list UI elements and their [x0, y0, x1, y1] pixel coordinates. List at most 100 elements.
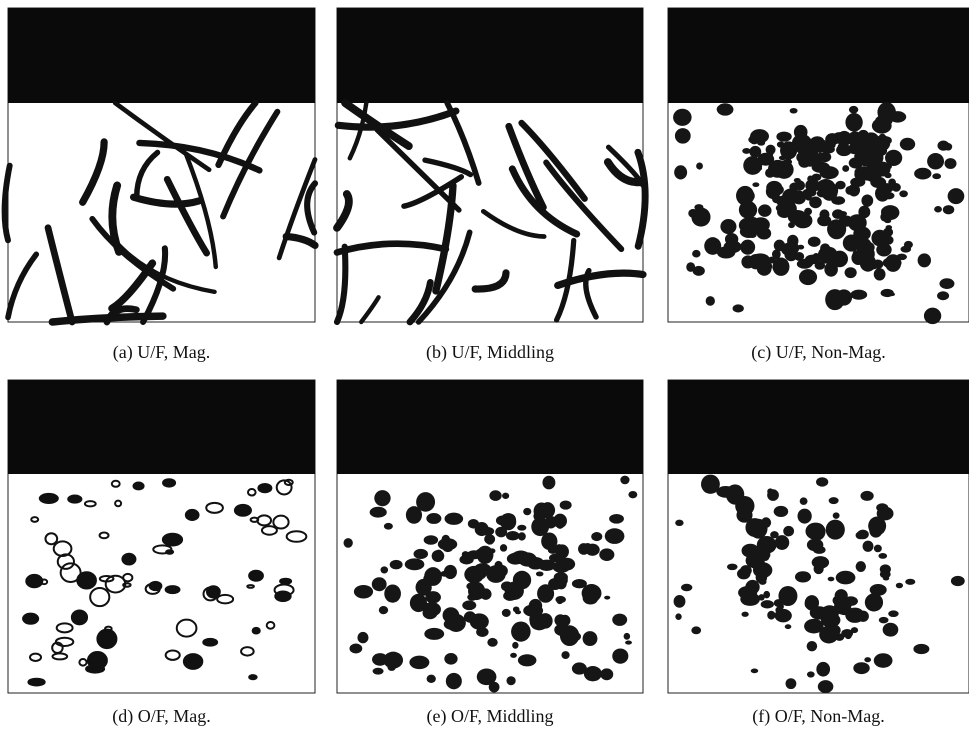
particle [423, 607, 438, 619]
particle [620, 476, 629, 485]
particle [792, 134, 812, 152]
particle [874, 653, 893, 668]
particle [578, 543, 589, 555]
particle [817, 179, 836, 194]
particle [495, 527, 507, 538]
particle [584, 666, 602, 681]
particle [913, 644, 929, 654]
particle [799, 269, 817, 285]
particle [866, 596, 881, 612]
particle [673, 109, 692, 126]
particle [786, 678, 797, 689]
particle [542, 476, 555, 490]
particle [424, 567, 442, 586]
particle [905, 579, 915, 585]
particle [833, 512, 840, 519]
particle [883, 623, 899, 637]
particle [553, 514, 567, 528]
particle [203, 639, 217, 646]
particle [856, 561, 866, 572]
particle [512, 642, 518, 649]
particle [816, 477, 828, 486]
particle [807, 176, 813, 183]
particle [475, 522, 489, 536]
particle [166, 586, 180, 593]
particle [800, 497, 808, 505]
particle [782, 189, 800, 205]
particle [900, 138, 915, 151]
particle [819, 152, 831, 162]
particle [503, 591, 517, 601]
particle [787, 235, 798, 247]
panel-header-band [668, 380, 969, 474]
particle [795, 571, 811, 582]
particle [150, 582, 162, 590]
image-panel: (a) U/F, Mag. [5, 8, 315, 363]
particle [462, 600, 476, 610]
particle [414, 549, 429, 559]
particle [253, 628, 260, 634]
particle [777, 141, 785, 147]
particle [845, 113, 862, 132]
particle [829, 497, 839, 504]
particle [796, 128, 804, 134]
particle [249, 571, 263, 581]
particle [561, 651, 569, 659]
particle [518, 654, 537, 666]
particle [818, 680, 834, 693]
particle [783, 526, 794, 537]
particle [864, 195, 870, 201]
particle [738, 586, 757, 599]
particle [844, 596, 858, 606]
particle [530, 613, 549, 630]
particle [880, 570, 891, 578]
particle [819, 209, 829, 220]
particle [871, 230, 888, 247]
particle [344, 538, 353, 548]
particle [937, 291, 949, 300]
particle [755, 166, 762, 171]
particle [88, 652, 107, 669]
particle [948, 188, 965, 204]
page: (a) U/F, Mag.(b) U/F, Middling(c) U/F, N… [0, 0, 969, 731]
particle [863, 245, 870, 250]
panel-caption: (f) O/F, Non-Mag. [752, 706, 885, 727]
particle [583, 631, 598, 646]
particle [133, 483, 143, 490]
particle [736, 186, 754, 206]
particle [706, 296, 715, 306]
particle [572, 579, 587, 588]
particle [772, 263, 785, 272]
particle [625, 641, 632, 645]
particle [506, 676, 515, 685]
particle [836, 289, 852, 305]
particle [443, 546, 453, 552]
particle [774, 599, 784, 607]
particle [879, 617, 889, 623]
particle [830, 223, 841, 232]
particle [896, 583, 903, 589]
particle [878, 553, 887, 559]
particle [591, 532, 602, 541]
particle [808, 237, 821, 247]
particle [510, 653, 517, 658]
particle [681, 584, 692, 591]
particle [674, 595, 686, 608]
particle [776, 132, 791, 142]
particle [445, 513, 464, 525]
particle [496, 516, 509, 526]
particle [583, 592, 599, 605]
particle [541, 532, 557, 550]
particle [604, 596, 610, 600]
particle [769, 184, 784, 195]
particle [500, 544, 507, 552]
particle [686, 262, 695, 272]
panel-header-band [337, 8, 643, 103]
particle [736, 508, 752, 523]
panel-caption: (b) U/F, Middling [426, 342, 554, 363]
particle [849, 106, 858, 114]
particle [875, 115, 893, 126]
particle [927, 153, 944, 169]
particle [459, 555, 473, 565]
particle [349, 643, 362, 653]
